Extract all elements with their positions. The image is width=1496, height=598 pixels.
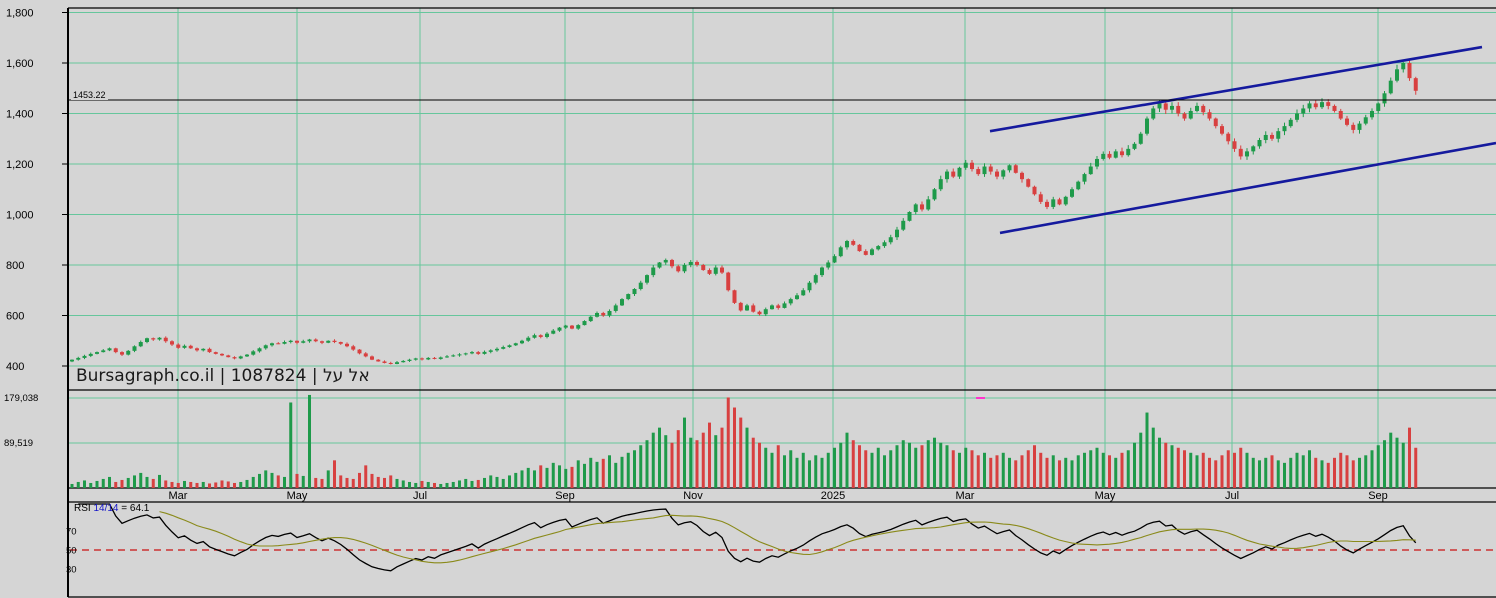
watermark: Bursagraph.co.il | 1087824 | אל על (76, 366, 370, 386)
x-axis-label: Sep (555, 490, 575, 502)
candles (70, 58, 1418, 365)
rsi-level-label: 70 (66, 527, 77, 538)
price-tick-label: 400 (6, 361, 24, 373)
volume-axis-labels: 179,038 89,519 (4, 393, 38, 449)
rsi-level-label: 30 (66, 564, 77, 575)
x-axis-label: Nov (683, 490, 703, 502)
panel-borders (67, 7, 1496, 598)
x-axis-label: 2025 (821, 490, 845, 502)
magenta-marker (976, 397, 985, 399)
rsi-label-value: = 64.1 (118, 503, 150, 514)
gridlines (68, 8, 1496, 488)
price-axis-labels: 1,800 1,600 1,400 1,200 1,000 800 600 400 (6, 8, 68, 373)
volume-tick-label: 179,038 (4, 393, 38, 404)
rsi-axis-labels: 70 50 30 (66, 527, 77, 576)
x-axis-label: May (1095, 490, 1116, 502)
rsi-label-prefix: RSI (74, 503, 94, 514)
x-axis-label: Mar (169, 490, 188, 502)
trend-channel[interactable] (989, 45, 1496, 235)
x-axis-label: Mar (956, 490, 975, 502)
price-tick-label: 1,800 (6, 8, 34, 20)
price-tick-label: 600 (6, 311, 24, 323)
x-axis-labels: Mar May Jul Sep Nov 2025 Mar May Jul Sep (169, 490, 1388, 502)
x-axis-label: Jul (413, 490, 427, 502)
last-price-label: 1453.22 (71, 90, 108, 100)
price-tick-label: 1,600 (6, 58, 34, 70)
rsi-signal-line (159, 511, 1416, 564)
x-axis-label: Sep (1368, 490, 1388, 502)
price-tick-label: 1,000 (6, 210, 34, 222)
rsi-line (78, 503, 1417, 572)
price-tick-label: 1,400 (6, 109, 34, 121)
volume-tick-label: 89,519 (4, 438, 33, 449)
x-axis-label: Jul (1225, 490, 1239, 502)
rsi-indicator-label: RSI 14/14 = 64.1 (74, 503, 149, 514)
volume-bars (70, 394, 1418, 488)
rsi-level-label: 50 (66, 546, 77, 557)
x-axis-label: May (287, 490, 308, 502)
price-tick-label: 1,200 (6, 159, 34, 171)
price-tick-label: 800 (6, 260, 24, 272)
rsi-label-period: 14/14 (93, 503, 119, 514)
